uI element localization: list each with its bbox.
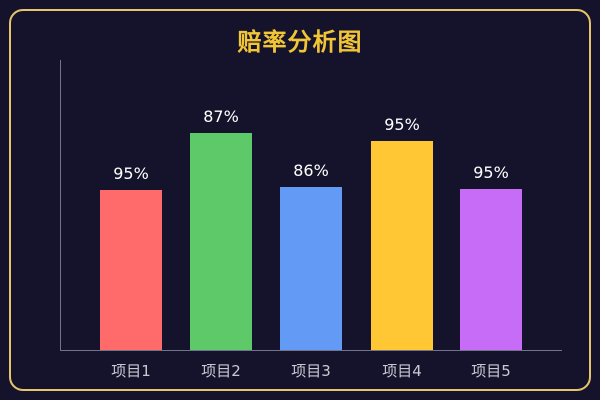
bar-group-4: 95% 项目4: [357, 115, 447, 380]
bar-group-3: 86% 项目3: [266, 161, 356, 380]
plot-area: 95% 项目1 87% 项目2 86% 项目3 95% 项目4 95% 项目5: [60, 60, 562, 380]
bar-4: [371, 141, 433, 350]
bar-2: [190, 133, 252, 350]
category-label: 项目5: [471, 362, 511, 380]
bar-5: [460, 189, 522, 350]
bar-1: [100, 190, 162, 350]
category-label: 项目3: [291, 362, 331, 380]
bar-group-1: 95% 项目1: [86, 164, 176, 380]
bar-group-5: 95% 项目5: [446, 163, 536, 380]
category-label: 项目1: [111, 362, 151, 380]
bar-value-label: 95%: [473, 163, 509, 183]
bar-3: [280, 187, 342, 350]
category-label: 项目4: [382, 362, 422, 380]
bar-group-2: 87% 项目2: [176, 107, 266, 380]
category-label: 项目2: [201, 362, 241, 380]
bar-value-label: 87%: [203, 107, 239, 127]
bar-value-label: 95%: [113, 164, 149, 184]
bar-value-label: 86%: [293, 161, 329, 181]
bar-value-label: 95%: [384, 115, 420, 135]
chart-title: 赔率分析图: [237, 28, 363, 56]
